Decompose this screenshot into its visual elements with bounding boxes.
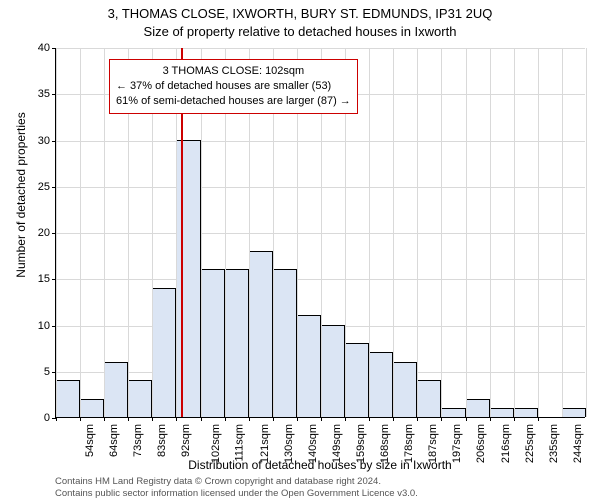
footer-line-2: Contains public sector information licen…: [55, 488, 418, 500]
histogram-bar: [56, 380, 80, 417]
histogram-bar: [152, 288, 176, 418]
xtick-mark: [490, 417, 491, 421]
annotation-line: ← 37% of detached houses are smaller (53…: [116, 79, 351, 94]
ytick-label: 30: [20, 135, 50, 147]
xtick-mark: [225, 417, 226, 421]
histogram-bar: [297, 315, 321, 417]
histogram-bar: [249, 251, 273, 418]
xtick-mark: [321, 417, 322, 421]
gridline-v: [562, 48, 563, 417]
plot-area: 051015202530354054sqm64sqm73sqm83sqm92sq…: [55, 48, 585, 418]
histogram-chart: 3, THOMAS CLOSE, IXWORTH, BURY ST. EDMUN…: [0, 0, 600, 500]
gridline-v: [393, 48, 394, 417]
xtick-label: 92sqm: [180, 424, 192, 457]
gridline-v: [369, 48, 370, 417]
xtick-label: 64sqm: [108, 424, 120, 457]
xtick-mark: [249, 417, 250, 421]
xtick-mark: [393, 417, 394, 421]
histogram-bar: [273, 269, 297, 417]
annotation-line: 3 THOMAS CLOSE: 102sqm: [116, 64, 351, 79]
gridline-v: [586, 48, 587, 417]
histogram-bar: [128, 380, 152, 417]
histogram-bar: [369, 352, 393, 417]
histogram-bar: [417, 380, 441, 417]
histogram-bar: [321, 325, 345, 418]
xtick-mark: [441, 417, 442, 421]
histogram-bar: [466, 399, 490, 418]
chart-title-address: 3, THOMAS CLOSE, IXWORTH, BURY ST. EDMUN…: [0, 6, 600, 21]
xtick-mark: [273, 417, 274, 421]
histogram-bar: [201, 269, 225, 417]
xtick-mark: [345, 417, 346, 421]
histogram-bar: [393, 362, 417, 418]
xtick-mark: [417, 417, 418, 421]
histogram-bar: [80, 399, 104, 418]
ytick-label: 5: [20, 366, 50, 378]
gridline-v: [490, 48, 491, 417]
ytick-label: 0: [20, 412, 50, 424]
xtick-label: 111sqm: [233, 424, 245, 462]
xtick-mark: [514, 417, 515, 421]
ytick-label: 35: [20, 88, 50, 100]
gridline-v: [56, 48, 57, 417]
xtick-mark: [466, 417, 467, 421]
annotation-box: 3 THOMAS CLOSE: 102sqm← 37% of detached …: [109, 59, 358, 114]
xtick-label: 83sqm: [156, 424, 168, 457]
histogram-bar: [441, 408, 465, 417]
xtick-mark: [369, 417, 370, 421]
histogram-bar: [514, 408, 538, 417]
xtick-mark: [201, 417, 202, 421]
x-axis-label: Distribution of detached houses by size …: [55, 458, 585, 472]
xtick-mark: [152, 417, 153, 421]
footer-attribution: Contains HM Land Registry data © Crown c…: [55, 476, 418, 500]
xtick-mark: [56, 417, 57, 421]
gridline-v: [538, 48, 539, 417]
histogram-bar: [104, 362, 128, 418]
chart-subtitle: Size of property relative to detached ho…: [0, 24, 600, 39]
xtick-label: 73sqm: [132, 424, 144, 457]
histogram-bar: [225, 269, 249, 417]
gridline-v: [417, 48, 418, 417]
histogram-bar: [345, 343, 369, 417]
xtick-mark: [297, 417, 298, 421]
xtick-label: 54sqm: [84, 424, 96, 457]
annotation-line: 61% of semi-detached houses are larger (…: [116, 94, 351, 109]
gridline-v: [514, 48, 515, 417]
xtick-mark: [80, 417, 81, 421]
ytick-label: 10: [20, 320, 50, 332]
gridline-v: [104, 48, 105, 417]
ytick-label: 25: [20, 181, 50, 193]
xtick-mark: [538, 417, 539, 421]
ytick-label: 15: [20, 273, 50, 285]
ytick-label: 40: [20, 42, 50, 54]
xtick-mark: [104, 417, 105, 421]
footer-line-1: Contains HM Land Registry data © Crown c…: [55, 476, 418, 488]
gridline-v: [466, 48, 467, 417]
xtick-mark: [176, 417, 177, 421]
xtick-mark: [128, 417, 129, 421]
histogram-bar: [562, 408, 586, 417]
histogram-bar: [490, 408, 514, 417]
gridline-v: [80, 48, 81, 417]
gridline-v: [441, 48, 442, 417]
ytick-label: 20: [20, 227, 50, 239]
